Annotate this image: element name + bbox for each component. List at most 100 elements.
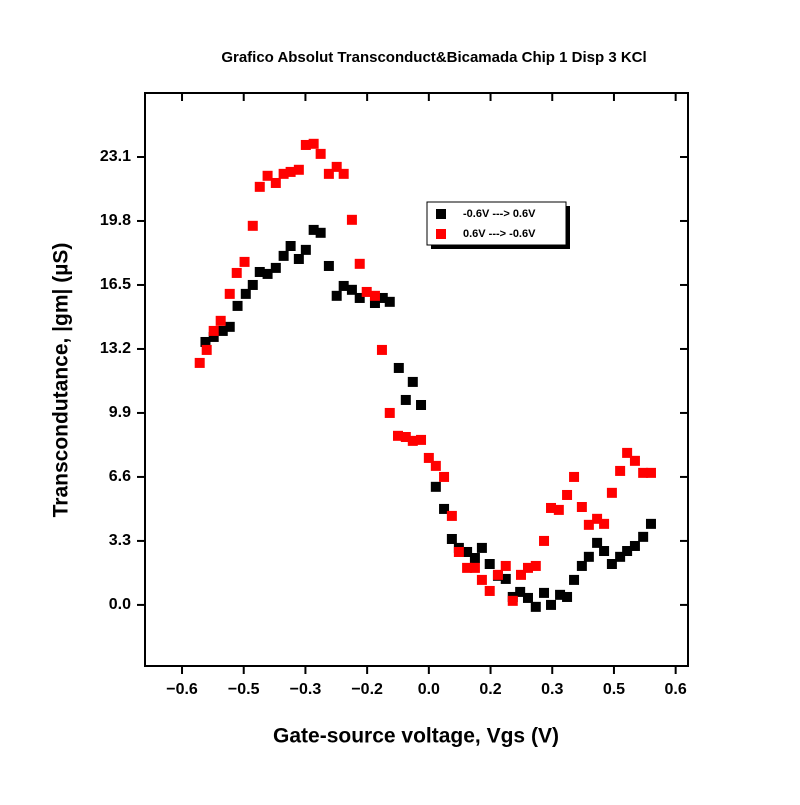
point <box>224 288 235 299</box>
point <box>377 292 388 303</box>
legend-label: 0.6V ---> -0.6V <box>463 228 536 240</box>
x-tick-label: 0.0 <box>418 681 440 698</box>
point <box>308 138 319 149</box>
y-tick-label: 6.6 <box>109 468 131 485</box>
legend-label: -0.6V ---> 0.6V <box>463 208 536 220</box>
point <box>500 573 511 584</box>
point <box>293 164 304 175</box>
point <box>208 325 219 336</box>
point <box>384 296 395 307</box>
point <box>346 214 357 225</box>
point <box>638 467 649 478</box>
chart-title: Grafico Absolut Transconduct&Bicamada Ch… <box>221 49 646 66</box>
point <box>430 460 441 471</box>
point <box>407 376 418 387</box>
point <box>629 455 640 466</box>
x-tick-label: −0.3 <box>290 681 322 698</box>
point <box>278 250 289 261</box>
point <box>446 510 457 521</box>
point <box>201 344 212 355</box>
point <box>354 292 365 303</box>
point <box>300 244 311 255</box>
point <box>423 452 434 463</box>
point <box>231 267 242 278</box>
point <box>247 279 258 290</box>
x-tick-label: 0.6 <box>665 681 687 698</box>
point <box>446 533 457 544</box>
point <box>331 290 342 301</box>
point <box>376 344 387 355</box>
point <box>346 284 357 295</box>
legend-marker <box>436 229 446 239</box>
point <box>262 170 273 181</box>
point <box>369 298 380 309</box>
point <box>354 258 365 269</box>
point <box>439 471 450 482</box>
y-tick-label: 23.1 <box>100 148 131 165</box>
x-tick-label: −0.2 <box>351 681 383 698</box>
y-tick-label: 19.8 <box>100 212 131 229</box>
point <box>522 592 533 603</box>
point <box>453 546 464 557</box>
point <box>239 256 250 267</box>
point <box>515 569 526 580</box>
point <box>606 559 617 570</box>
point <box>553 504 564 515</box>
point <box>200 336 211 347</box>
legend-marker <box>436 209 446 219</box>
x-tick-label: 0.2 <box>479 681 501 698</box>
point <box>393 362 404 373</box>
point <box>285 240 296 251</box>
point <box>569 471 580 482</box>
point <box>507 595 518 606</box>
point <box>232 300 243 311</box>
point <box>331 161 342 172</box>
point <box>546 502 557 513</box>
point <box>407 435 418 446</box>
point <box>416 399 427 410</box>
x-tick-label: 0.3 <box>541 681 563 698</box>
point <box>592 537 603 548</box>
point <box>462 562 473 573</box>
point <box>515 586 526 597</box>
point <box>583 551 594 562</box>
y-axis-label: Transcondutance, |gm| (µS) <box>50 243 73 518</box>
point <box>583 519 594 530</box>
point <box>262 268 273 279</box>
point <box>599 518 610 529</box>
point <box>530 560 541 571</box>
point <box>400 394 411 405</box>
y-tick-label: 0.0 <box>109 596 131 613</box>
point <box>400 431 411 442</box>
y-tick-label: 16.5 <box>100 276 131 293</box>
point <box>416 434 427 445</box>
y-tick-label: 9.9 <box>109 404 131 421</box>
point <box>484 585 495 596</box>
point <box>270 177 281 188</box>
point <box>629 540 640 551</box>
point <box>247 220 258 231</box>
point <box>392 430 403 441</box>
plot-frame <box>144 92 689 667</box>
point <box>217 325 228 336</box>
y-tick-label: 3.3 <box>109 532 131 549</box>
legend-box <box>426 201 567 246</box>
point <box>315 227 326 238</box>
point <box>194 357 205 368</box>
point <box>323 168 334 179</box>
point <box>645 467 656 478</box>
y-tick-label: 13.2 <box>100 340 131 357</box>
point <box>338 168 349 179</box>
point <box>315 148 326 159</box>
point <box>293 253 304 264</box>
point <box>430 481 441 492</box>
point <box>361 286 372 297</box>
point <box>500 560 511 571</box>
point <box>638 531 649 542</box>
point <box>469 562 480 573</box>
point <box>606 487 617 498</box>
point <box>462 546 473 557</box>
point <box>615 551 626 562</box>
point <box>546 599 557 610</box>
